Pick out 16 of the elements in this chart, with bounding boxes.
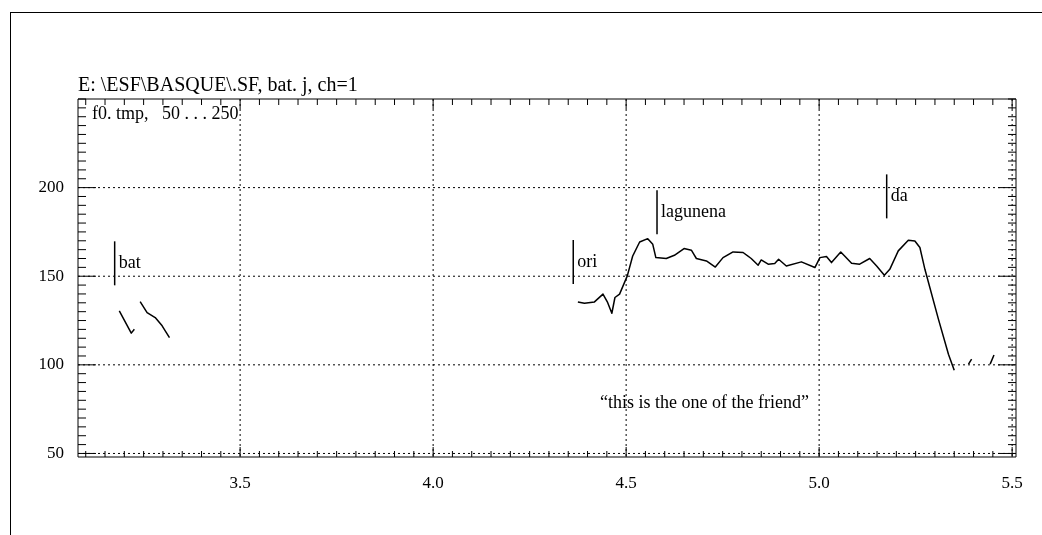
y-tick-label: 150 [38, 265, 64, 285]
x-tick-label: 3.5 [229, 472, 251, 492]
x-tick-label: 5.0 [808, 472, 830, 492]
y-tick-label: 100 [38, 354, 64, 374]
x-tick-label: 5.5 [1001, 472, 1023, 492]
x-tick-label: 4.0 [422, 472, 444, 492]
x-tick-label: 4.5 [615, 472, 637, 492]
y-tick-label: 200 [38, 177, 64, 197]
ref-line-label: ori [577, 250, 598, 271]
y-tick-label: 50 [47, 442, 64, 462]
ref-line-label: da [890, 185, 908, 206]
ref-line-label: bat [118, 252, 141, 273]
chart-subtitle: f0. tmp, 50 . . . 250 [92, 103, 239, 123]
annotation: “this is the one of the friend” [600, 392, 810, 413]
ref-line-label: lagunena [661, 200, 726, 221]
chart-title: E: \ESF\BASQUE\.SF, bat. j, ch=1 [78, 73, 358, 96]
